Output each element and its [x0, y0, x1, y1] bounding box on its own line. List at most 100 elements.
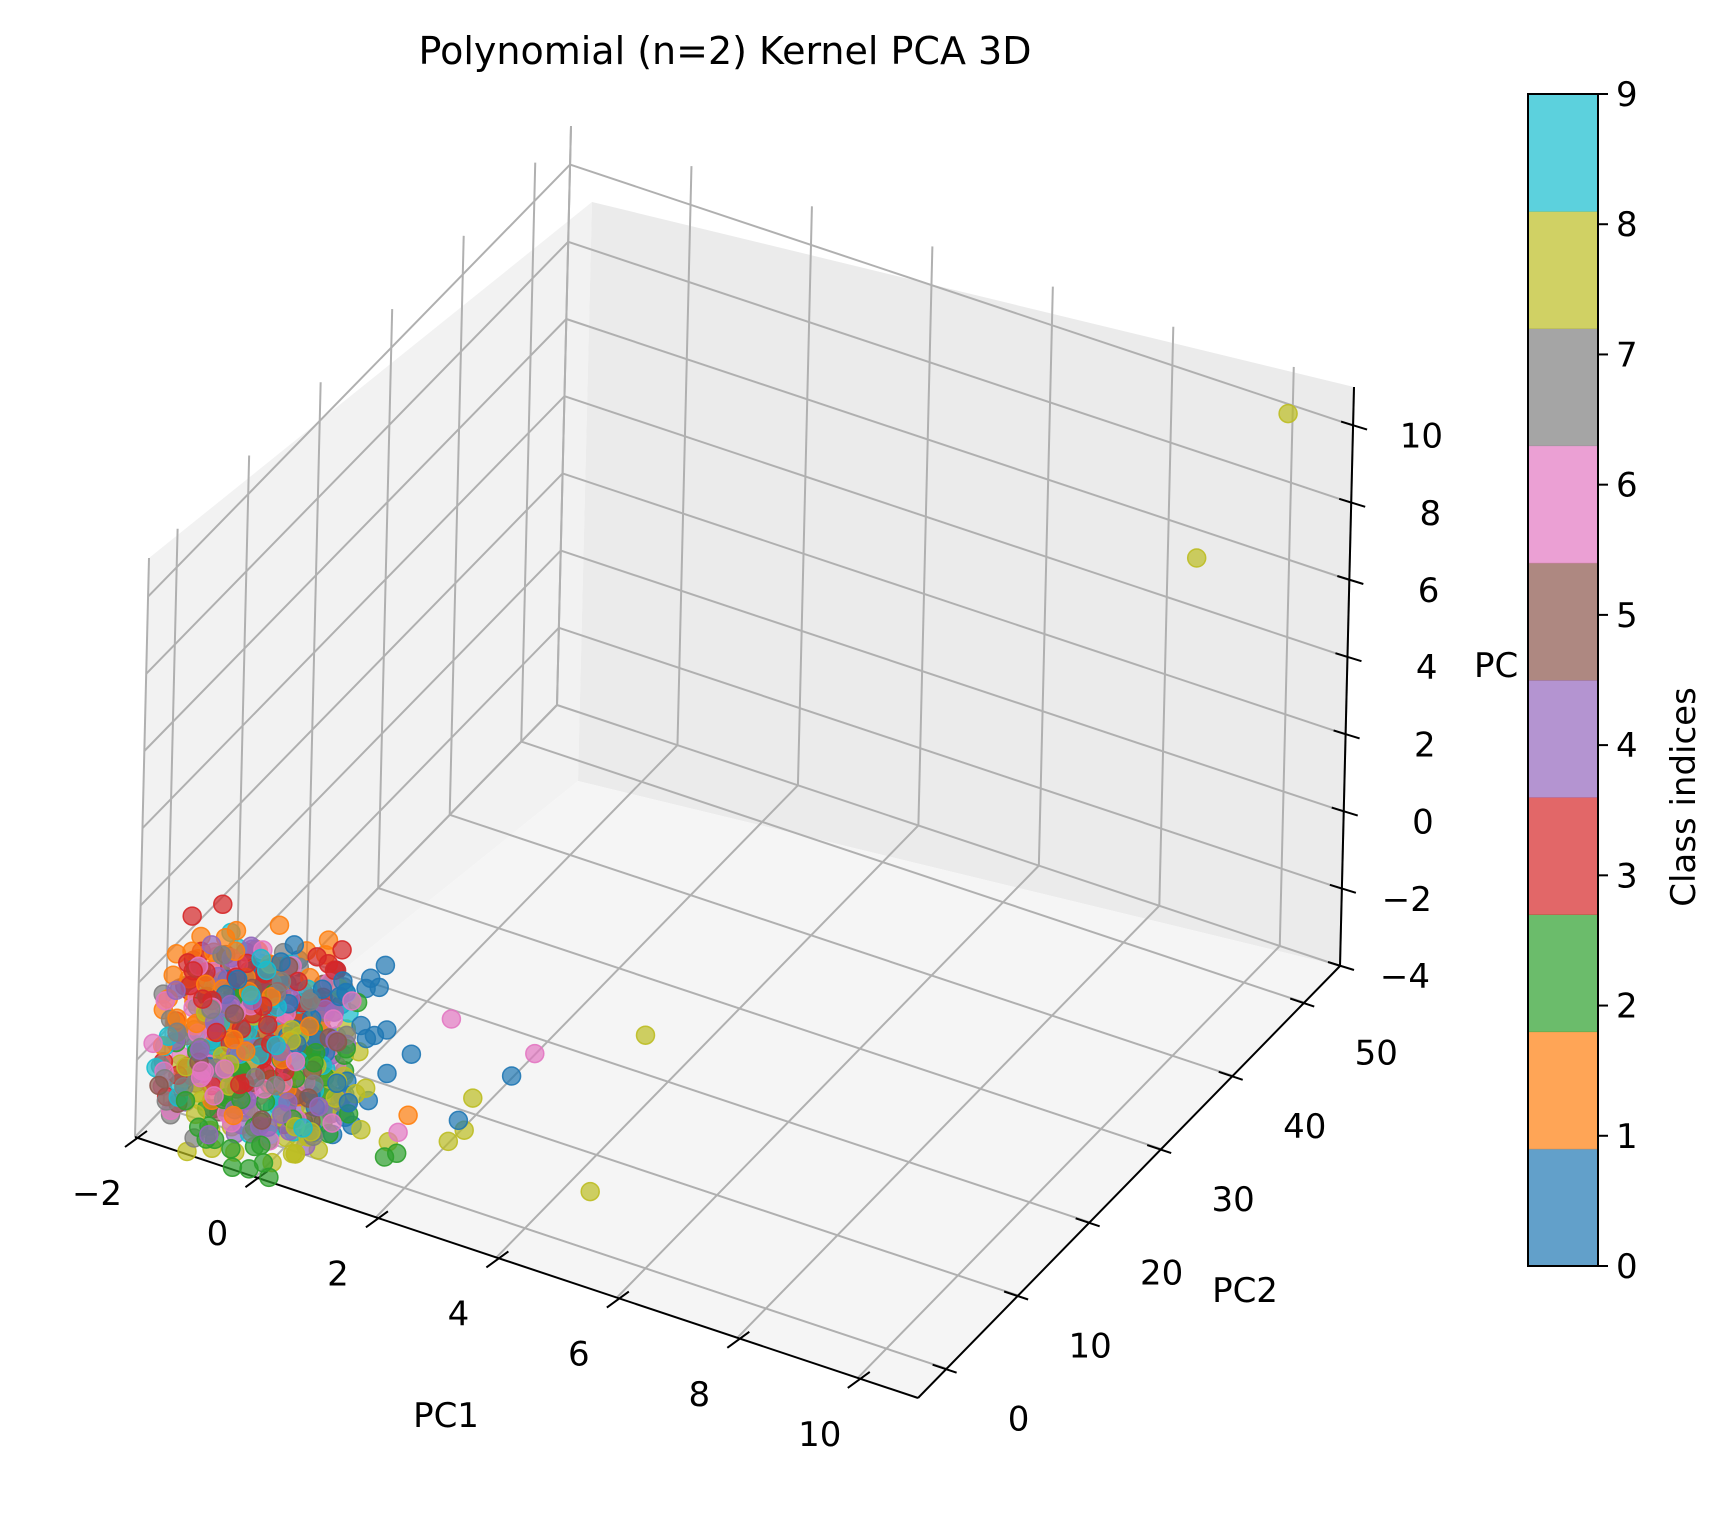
cluster-point [227, 969, 248, 990]
z-tick-label-3: 2 [1414, 725, 1436, 765]
grid-y-left-5 [520, 162, 537, 742]
grid-y-floor-4 [449, 813, 1234, 1077]
cluster-point [356, 1028, 377, 1049]
grid-z-back-0 [556, 704, 1341, 967]
z-tick-label-7: 10 [1400, 417, 1443, 457]
z-tick-1 [1329, 883, 1357, 894]
cluster-point [206, 1022, 227, 1043]
grid-lines [134, 125, 1355, 1379]
pane-back [578, 202, 1354, 966]
point-class-8-7 [463, 1088, 483, 1108]
x-tick-label-1: 0 [207, 1214, 229, 1254]
axes-panes [135, 202, 1354, 1398]
grid-x-floor-3 [495, 824, 920, 1259]
grid-y-left-2 [305, 382, 322, 962]
grid-y-floor-2 [306, 960, 1090, 1224]
colorbar-swatch-4 [1528, 680, 1598, 798]
z-tick-0 [1327, 961, 1355, 971]
cluster-point [214, 1059, 235, 1079]
cluster-point [342, 991, 362, 1011]
z-tick-4 [1335, 652, 1362, 663]
cluster-point [259, 1167, 279, 1188]
point-class-6-2 [388, 1122, 408, 1143]
point-class-8-2 [635, 1025, 656, 1045]
grid-y-floor-1 [234, 1033, 1019, 1297]
x-tick-3 [485, 1250, 509, 1269]
cluster-point [258, 1015, 278, 1035]
cluster-point [318, 930, 339, 950]
z-tick-label-1: −2 [1382, 880, 1432, 920]
x-tick-label-2: 2 [327, 1254, 349, 1294]
cluster-point [167, 1022, 187, 1043]
z-tick-label-2: 0 [1412, 803, 1434, 843]
grid-x-floor-5 [736, 905, 1161, 1339]
x-tick-label-3: 4 [448, 1294, 470, 1334]
colorbar-tick-label-6: 6 [1616, 466, 1638, 506]
point-class-1-0 [398, 1105, 418, 1126]
tick-labels: −2 0 2 4 6 8 10 0 10 20 30 40 50 −4 −2 0 2 4 6 8 10 [72, 417, 1443, 1455]
cluster-point [192, 989, 213, 1009]
point-class-8-3 [580, 1181, 600, 1202]
colorbar-tick-label-9: 9 [1616, 75, 1638, 115]
grid-z-back-6 [567, 240, 1352, 504]
x-tick-6 [847, 1371, 871, 1389]
grid-z-back-1 [558, 626, 1343, 890]
pane-edge-back [556, 125, 572, 706]
z-tick-5 [1337, 575, 1364, 585]
cluster-point [375, 955, 396, 976]
colorbar-swatch-3 [1528, 797, 1598, 915]
y-axis-line [917, 965, 1341, 1399]
x-tick-0 [124, 1130, 148, 1148]
y-tick-2 [1075, 1217, 1100, 1228]
z-axis-line [1339, 386, 1355, 967]
colorbar-label: Class indices [1664, 687, 1704, 907]
y-axis-label: PC2 [1212, 1271, 1278, 1311]
grid-z-left-3 [139, 472, 564, 907]
chart-title: Polynomial (n=2) Kernel PCA 3D [419, 29, 1032, 73]
cluster-point [309, 1096, 329, 1117]
x-tick-2 [365, 1210, 389, 1229]
cluster-point [265, 1075, 286, 1096]
cluster-point [322, 1113, 342, 1133]
cluster-point [285, 1051, 306, 1072]
cluster-point [323, 1009, 344, 1029]
point-class-0-2 [448, 1110, 469, 1131]
x-tick-4 [606, 1290, 630, 1309]
colorbar-swatch-0 [1528, 1148, 1598, 1267]
cluster-point [226, 920, 247, 941]
z-tick-label-5: 6 [1418, 571, 1440, 611]
colorbar-swatch-9 [1528, 94, 1598, 212]
colorbar-tick-label-2: 2 [1616, 987, 1638, 1027]
point-class-2-1 [374, 1147, 395, 1167]
point-class-8-8 [351, 1119, 371, 1140]
cluster-point [212, 945, 232, 965]
y-tick-label-5: 50 [1355, 1034, 1398, 1074]
cluster-point [299, 992, 320, 1012]
y-tick-label-0: 0 [1008, 1400, 1030, 1440]
y-tick-1 [1003, 1290, 1029, 1301]
x-tick-label-6: 10 [798, 1415, 841, 1455]
colorbar-swatch-5 [1528, 562, 1598, 681]
cluster-point [271, 952, 291, 972]
cluster-point [221, 1139, 241, 1159]
cluster-point [230, 1074, 250, 1095]
cluster-point [284, 935, 305, 955]
grid-x-back-5 [1158, 326, 1175, 906]
cluster-point [251, 1135, 271, 1155]
pane-floor [135, 781, 1340, 1398]
y-tick-label-1: 10 [1069, 1326, 1112, 1366]
cluster-point [312, 979, 333, 999]
z-axis-label: PC [1474, 646, 1518, 686]
x-tick-label-0: −2 [72, 1174, 122, 1214]
cluster-point [369, 977, 389, 998]
grid-y-left-3 [377, 309, 394, 889]
point-class-8-1 [1186, 548, 1207, 568]
cluster-point [183, 961, 203, 981]
grid-x-back-6 [1278, 366, 1295, 946]
x-tick-5 [726, 1330, 750, 1349]
grid-x-back-1 [676, 166, 693, 746]
grid-z-back-2 [560, 549, 1345, 813]
cluster-point [224, 1004, 245, 1024]
colorbar-swatch-8 [1528, 211, 1598, 329]
y-tick-label-4: 40 [1283, 1107, 1326, 1147]
